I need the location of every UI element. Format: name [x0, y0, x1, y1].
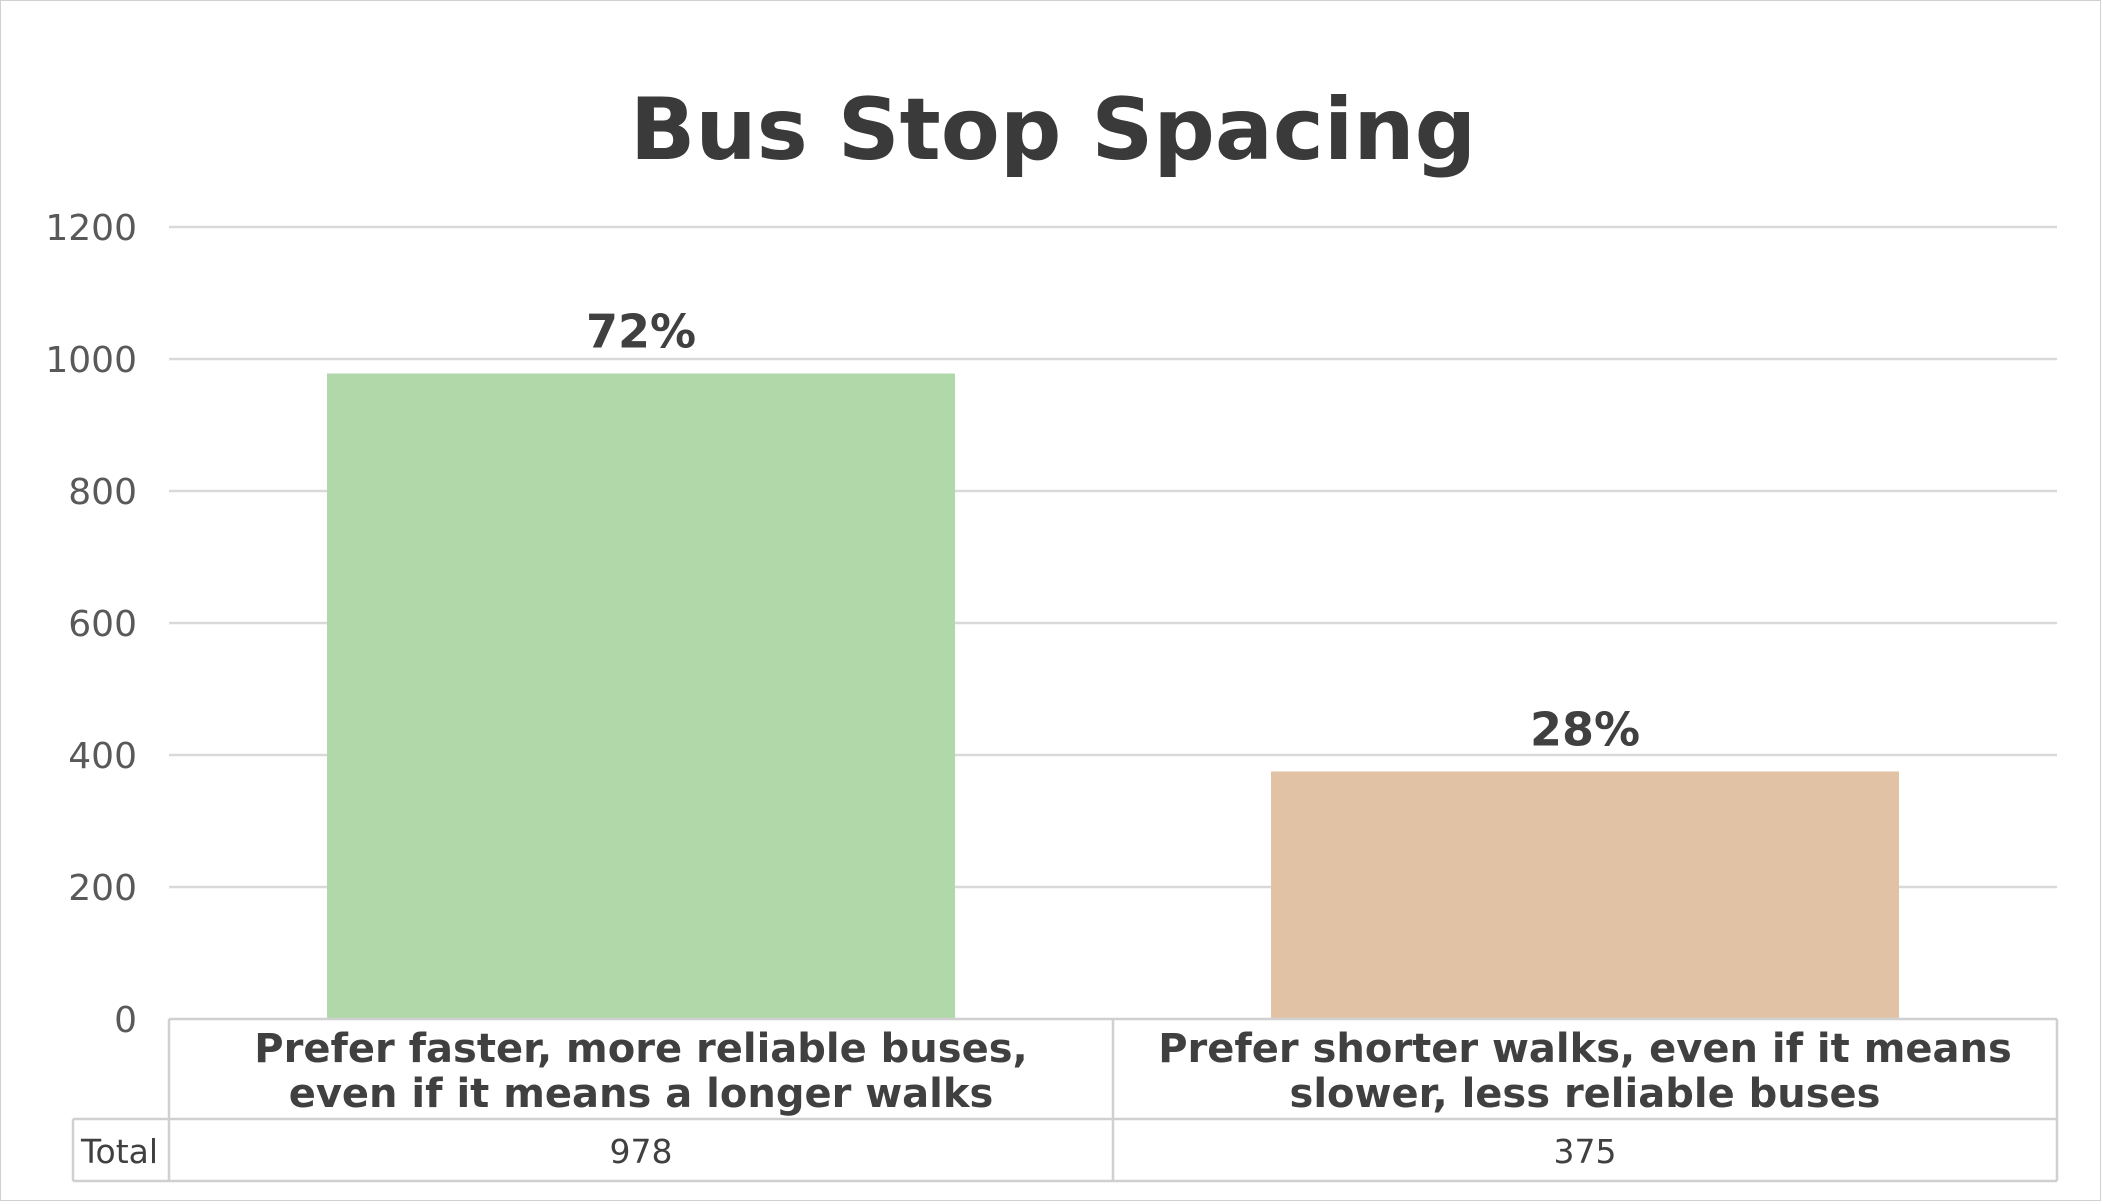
y-tick-label: 400: [68, 736, 137, 777]
bars: [327, 374, 1899, 1019]
y-tick-label: 1000: [45, 340, 137, 381]
table-row-header: Total: [80, 1132, 158, 1171]
x-tick-label: Prefer shorter walks, even if it means: [1158, 1026, 2012, 1072]
x-tick-label: slower, less reliable buses: [1290, 1071, 1881, 1117]
y-axis-ticks: 0 200 400 600 800 1000 1200: [45, 208, 137, 1041]
x-tick-label: even if it means a longer walks: [289, 1071, 994, 1117]
y-tick-label: 200: [68, 868, 137, 909]
table-value: 978: [610, 1132, 673, 1171]
bar: [327, 374, 955, 1019]
data-table: Total Prefer faster, more reliable buses,…: [73, 1019, 2057, 1181]
data-label: 28%: [1530, 703, 1640, 757]
y-tick-label: 800: [68, 472, 137, 513]
y-tick-label: 600: [68, 604, 137, 645]
bar: [1271, 772, 1899, 1020]
data-label: 72%: [586, 305, 696, 359]
table-value: 375: [1554, 1132, 1617, 1171]
y-tick-label: 0: [114, 1000, 137, 1041]
chart-title: Bus Stop Spacing: [630, 80, 1476, 180]
x-tick-label: Prefer faster, more reliable buses,: [254, 1026, 1027, 1072]
y-tick-label: 1200: [45, 208, 137, 249]
